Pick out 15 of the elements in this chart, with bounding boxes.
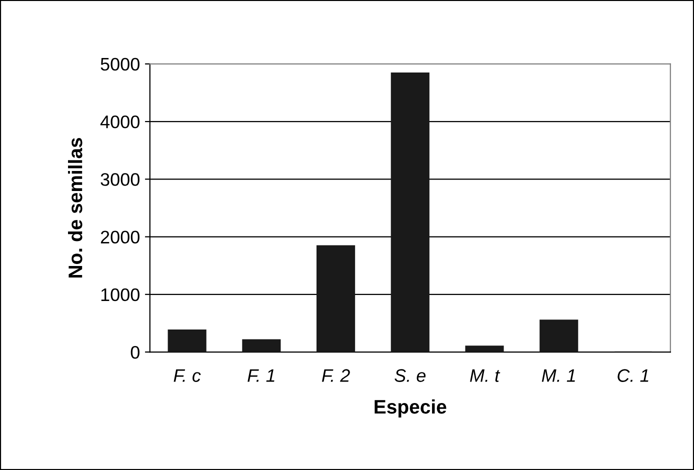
y-tick-label: 2000: [100, 230, 140, 244]
x-tick-label: S. e: [394, 369, 426, 382]
y-tick-label: 3000: [100, 173, 140, 186]
x-tick-label: C. 1: [618, 369, 648, 382]
x-tick-label: M. 1: [542, 369, 575, 382]
y-axis-title: No. de semillas: [68, 138, 82, 278]
y-tick-label: 1000: [101, 288, 140, 302]
x-tick-label: M. t: [470, 369, 500, 382]
x-tick-label: F. 1: [248, 369, 274, 382]
x-tick-label: F. c: [174, 369, 201, 382]
x-axis-title: Especie: [374, 399, 446, 418]
x-tick-label: F. 2: [322, 369, 350, 382]
y-tick-label: 5000: [100, 58, 140, 71]
y-tick-label: 4000: [100, 115, 140, 128]
y-tick-label: 0: [130, 346, 140, 359]
